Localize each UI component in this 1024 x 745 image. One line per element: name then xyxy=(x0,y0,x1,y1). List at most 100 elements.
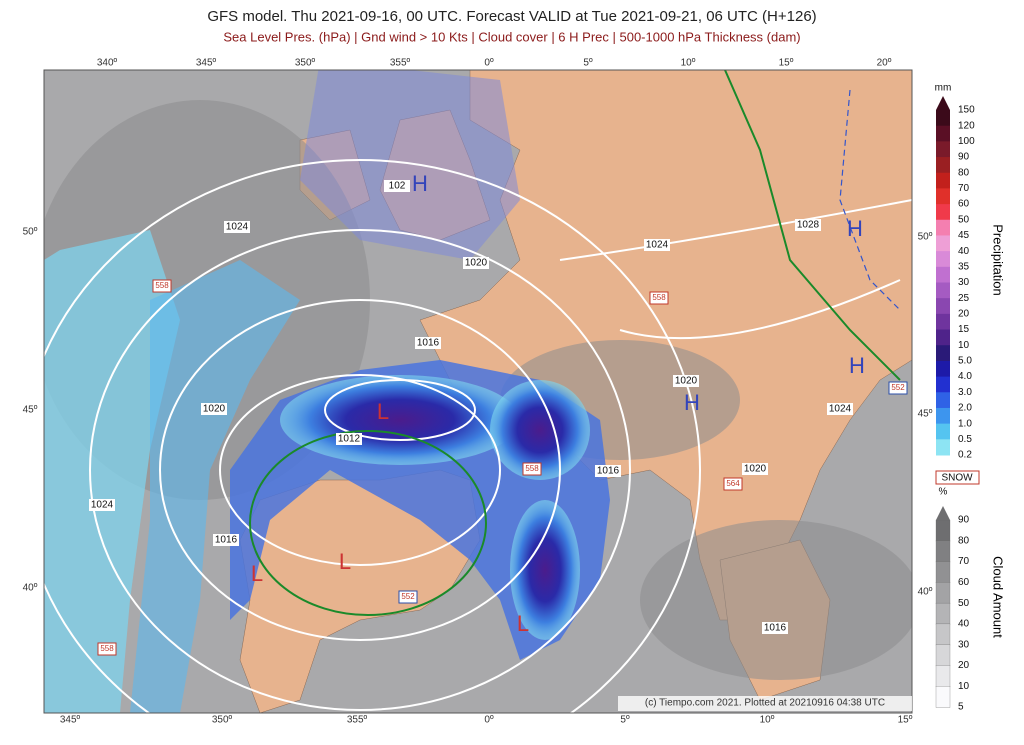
precip-swatch xyxy=(936,251,950,268)
precip-tick: 100 xyxy=(958,136,975,147)
isobar-label-bg xyxy=(795,219,821,231)
precip-tick: 90 xyxy=(958,152,970,163)
cloud-tick: 70 xyxy=(958,556,970,567)
isobars xyxy=(44,159,912,713)
cloud-tick: 10 xyxy=(958,681,970,692)
thickness-box xyxy=(97,642,117,656)
thickness-label: 552 xyxy=(401,592,415,601)
snow-label: SNOW xyxy=(941,473,973,484)
precip-tick: 40 xyxy=(958,246,970,257)
precip-swatch xyxy=(936,125,950,142)
lat-label: 40º xyxy=(23,583,38,594)
cloud-swatch xyxy=(935,644,951,667)
precip-tick: 35 xyxy=(958,261,970,272)
cloud-tick: 80 xyxy=(958,535,970,546)
precip-tick: 10 xyxy=(958,340,970,351)
thickness-box xyxy=(723,477,743,491)
isobar-label-bg xyxy=(463,257,489,269)
thickness-label: 552 xyxy=(891,383,905,392)
precip-swatch xyxy=(936,172,950,189)
precip-swatch xyxy=(936,110,950,127)
precip-tick: 70 xyxy=(958,183,970,194)
lat-label: 40º xyxy=(918,587,933,598)
lon-label: 355º xyxy=(347,715,368,726)
isobar-label: 1016 xyxy=(215,535,238,546)
precip-swatch xyxy=(936,345,950,362)
pressure-center: L xyxy=(377,399,389,424)
cloud-arrow xyxy=(936,506,950,520)
pressure-center: H xyxy=(849,353,865,378)
isobar-label: 1024 xyxy=(226,222,249,233)
pressure-center: H xyxy=(412,171,428,196)
isobar-label-bg xyxy=(213,534,239,546)
credit-bg xyxy=(618,696,912,711)
isobar-label: 1024 xyxy=(829,404,852,415)
lon-label: 15º xyxy=(779,58,794,69)
pressure-center: H xyxy=(847,216,863,241)
precip-swatch xyxy=(936,392,950,409)
precipitation xyxy=(44,70,610,713)
isobar-label: 1012 xyxy=(338,434,361,445)
thickness-box xyxy=(888,381,908,395)
isobar-label-bg xyxy=(89,499,115,511)
precip-tick: 0.5 xyxy=(958,434,972,445)
lon-label: 0º xyxy=(484,58,494,69)
cloud-tick: 50 xyxy=(958,598,970,609)
isobar-label: 1024 xyxy=(91,500,114,511)
pressure-center: L xyxy=(251,561,263,586)
credit: (c) Tiempo.com 2021. Plotted at 20210916… xyxy=(645,698,885,709)
precip-swatch xyxy=(936,329,950,346)
precip-tick: 20 xyxy=(958,309,970,320)
cloud-tick: 60 xyxy=(958,577,970,588)
precip-tick: 0.2 xyxy=(958,450,972,461)
precip-tick: 60 xyxy=(958,199,970,210)
cloud-swatch xyxy=(935,519,951,542)
isobar-label: 1020 xyxy=(675,376,698,387)
lon-label: 350º xyxy=(212,715,233,726)
isobar-label: 1016 xyxy=(764,623,787,634)
lon-label: 10º xyxy=(760,715,775,726)
lat-label: 50º xyxy=(23,227,38,238)
precip-swatch xyxy=(936,219,950,236)
precip-arrow xyxy=(936,96,950,110)
pressure-center: H xyxy=(684,390,700,415)
cloud-tick: 40 xyxy=(958,619,970,630)
isobar-label: 1020 xyxy=(465,258,488,269)
isobar-label-bg xyxy=(595,465,621,477)
isobar-label: 1028 xyxy=(797,220,820,231)
lon-label: 340º xyxy=(97,58,118,69)
map-frame xyxy=(43,69,913,714)
isobar-label-bg xyxy=(384,180,410,192)
cloud-unit: % xyxy=(939,487,948,498)
pressure-center: L xyxy=(517,611,529,636)
thickness-label: 558 xyxy=(652,293,666,302)
isobar-label-bg xyxy=(762,622,788,634)
precip-swatch xyxy=(936,266,950,283)
isobar-label: 102 xyxy=(389,181,406,192)
lon-label: 5º xyxy=(620,715,630,726)
precip-tick: 150 xyxy=(958,105,975,116)
isobar-label-bg xyxy=(224,221,250,233)
isobar-label: 1024 xyxy=(646,240,669,251)
precip-tick: 120 xyxy=(958,120,975,131)
cloud-swatch xyxy=(935,561,951,583)
isobar-label-bg xyxy=(415,337,441,349)
precip-unit: mm xyxy=(935,83,952,94)
map-title: GFS model. Thu 2021-09-16, 00 UTC. Forec… xyxy=(207,8,816,25)
thickness-label: 558 xyxy=(155,281,169,290)
thickness-box xyxy=(522,462,542,476)
lat-label: 50º xyxy=(918,232,933,243)
precip-tick: 25 xyxy=(958,293,970,304)
isobar-label: 1020 xyxy=(744,464,767,475)
precip-swatch xyxy=(936,313,950,331)
precip-swatch xyxy=(936,235,950,252)
isobar-label-bg xyxy=(827,403,853,415)
cloud-swatch xyxy=(935,540,951,563)
precip-swatch xyxy=(936,439,950,456)
cloud-swatch xyxy=(935,582,951,604)
thickness-label: 558 xyxy=(525,464,539,473)
isobar-label: 1016 xyxy=(597,466,620,477)
cloud-swatch xyxy=(935,686,951,708)
isobar-label: 1020 xyxy=(203,404,226,415)
